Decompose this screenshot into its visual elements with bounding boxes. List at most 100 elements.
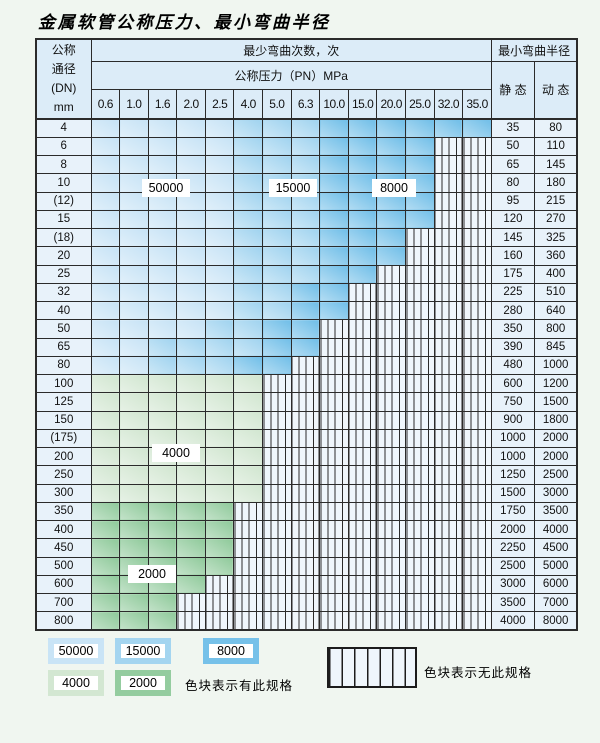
no-spec-cell: [405, 300, 435, 321]
pressure-value-header: 1.0: [119, 88, 149, 120]
no-spec-cell: [233, 519, 264, 540]
spec-cell-50000: [176, 173, 206, 193]
spec-cell-4000: [90, 446, 121, 467]
no-spec-cell: [176, 592, 206, 613]
table-body: 4 35 80 6 50 110 8 65 145 10 80 180 (12) 95 215 15 120 27…: [35, 118, 578, 631]
table-row: 50 350 800: [35, 319, 578, 339]
no-spec-cell: [433, 355, 464, 376]
no-spec-cell: [376, 392, 407, 412]
legend-has-spec-label: 色块表示有此规格: [185, 679, 294, 693]
spec-cell-8000: [290, 337, 321, 357]
no-spec-cell: [319, 556, 349, 576]
spec-cell-50000: [204, 227, 235, 248]
spec-cell-4000: [90, 410, 121, 430]
spec-cell-2000: [147, 611, 178, 631]
no-spec-cell: [405, 611, 435, 631]
no-spec-cell: [319, 446, 349, 467]
no-spec-cell: [347, 337, 378, 357]
no-spec-cell: [347, 556, 378, 576]
spec-cell-2000: [119, 519, 149, 540]
spec-cell-2000: [147, 519, 178, 540]
no-spec-cell: [262, 574, 292, 595]
dn-cell: 100: [35, 373, 92, 394]
no-spec-cell: [347, 373, 378, 394]
spec-cell-2000: [204, 519, 235, 540]
no-spec-cell: [290, 410, 321, 430]
spec-cell-50000: [90, 337, 121, 357]
spec-cell-4000: [119, 465, 149, 485]
no-spec-cell: [347, 282, 378, 303]
spec-cell-50000: [119, 136, 149, 157]
spec-cell-4000: [147, 373, 178, 394]
dynamic-radius-cell: 845: [533, 337, 578, 357]
no-spec-cell: [233, 538, 264, 558]
spec-cell-50000: [176, 319, 206, 339]
dynamic-radius-cell: 4000: [533, 519, 578, 540]
spec-cell-8000: [433, 118, 464, 138]
static-radius-cell: 120: [490, 209, 535, 230]
spec-cell-15000: [290, 136, 321, 157]
spec-cell-15000: [262, 300, 292, 321]
dynamic-radius-cell: 4500: [533, 538, 578, 558]
dn-cell: 300: [35, 483, 92, 503]
no-spec-cell: [433, 136, 464, 157]
cycles-count-label: 8000: [372, 179, 416, 197]
table-row: (175) 1000 2000: [35, 428, 578, 449]
no-spec-cell: [433, 282, 464, 303]
static-radius-cell: 480: [490, 355, 535, 376]
no-spec-cell: [462, 538, 492, 558]
table-row: 700 3500 7000: [35, 592, 578, 613]
no-spec-cell: [319, 373, 349, 394]
spec-cell-8000: [319, 300, 349, 321]
no-spec-cell: [347, 538, 378, 558]
no-spec-cell: [319, 410, 349, 430]
spec-cell-15000: [262, 118, 292, 138]
spec-cell-8000: [347, 136, 378, 157]
spec-cell-8000: [262, 355, 292, 376]
no-spec-cell: [462, 264, 492, 284]
pressure-value-header: 5.0: [262, 88, 292, 120]
table-row: 300 1500 3000: [35, 483, 578, 503]
dn-cell: 800: [35, 611, 92, 631]
no-spec-cell: [319, 611, 349, 631]
spec-cell-50000: [90, 355, 121, 376]
dn-cell: 6: [35, 136, 92, 157]
no-spec-cell: [462, 154, 492, 175]
pressure-value-header: 25.0: [405, 88, 435, 120]
table-row: 32 225 510: [35, 282, 578, 303]
no-spec-cell: [319, 538, 349, 558]
spec-cell-4000: [233, 428, 264, 449]
spec-cell-2000: [147, 501, 178, 522]
table-row: 250 1250 2500: [35, 465, 578, 485]
spec-cell-4000: [119, 446, 149, 467]
no-spec-cell: [462, 355, 492, 376]
spec-cell-50000: [119, 355, 149, 376]
spec-cell-4000: [119, 410, 149, 430]
no-spec-cell: [290, 519, 321, 540]
spec-cell-2000: [119, 592, 149, 613]
table-header: 公称 通径 (DN) mm 最少弯曲次数，次 最小弯曲半径 公称压力（PN）MPa 静…: [35, 38, 578, 120]
dn-header-line: 通径: [51, 61, 76, 76]
no-spec-cell: [319, 355, 349, 376]
no-spec-cell: [405, 538, 435, 558]
no-spec-cell: [462, 428, 492, 449]
spec-cell-50000: [204, 209, 235, 230]
spec-cell-50000: [90, 191, 121, 211]
static-radius-cell: 35: [490, 118, 535, 138]
spec-cell-50000: [204, 173, 235, 193]
spec-cell-8000: [290, 319, 321, 339]
spec-cell-4000: [119, 373, 149, 394]
cycles-count-label: 50000: [142, 179, 190, 197]
no-spec-cell: [347, 519, 378, 540]
spec-cell-50000: [90, 154, 121, 175]
dynamic-radius-cell: 2000: [533, 428, 578, 449]
no-spec-cell: [405, 392, 435, 412]
no-spec-cell: [347, 446, 378, 467]
no-spec-cell: [433, 264, 464, 284]
spec-cell-50000: [90, 282, 121, 303]
spec-cell-50000: [119, 118, 149, 138]
no-spec-cell: [290, 428, 321, 449]
spec-cell-8000: [347, 173, 378, 193]
spec-cell-8000: [319, 191, 349, 211]
